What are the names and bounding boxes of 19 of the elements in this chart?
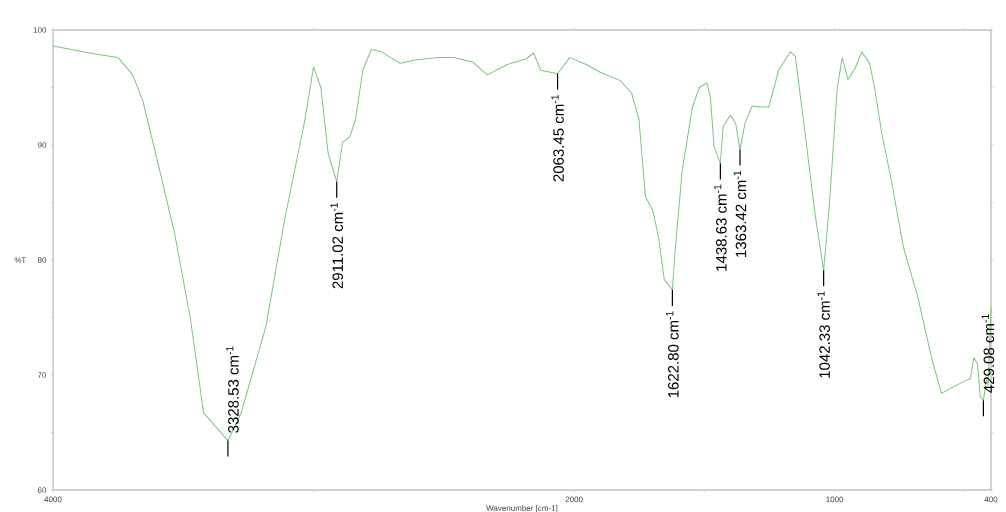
x-tick-label: 1000 xyxy=(826,496,844,503)
y-tick-label: 80 xyxy=(37,257,47,263)
x-tick-label: 400 xyxy=(984,496,998,503)
y-tick-label: 60 xyxy=(37,487,47,493)
annotation: 2063.45 cm$^{-1}$ xyxy=(551,94,564,182)
x-axis-title: Wavenumber [cm-1] xyxy=(486,505,558,512)
x-tick-label: 2000 xyxy=(565,496,583,503)
y-axis-title: %T xyxy=(14,257,27,263)
x-tick-label: 4000 xyxy=(44,496,62,503)
annotation: 1438.63 cm$^{-1}$ xyxy=(714,184,727,271)
annotation: 1042.33 cm$^{-1}$ xyxy=(817,291,830,378)
annotation: 1622.80 cm$^{-1}$ xyxy=(666,311,679,398)
annotation: 1363.42 cm$^{-1}$ xyxy=(733,170,747,257)
y-tick-label: 70 xyxy=(37,372,47,378)
annotation: 429.08 cm$^{-1}$ xyxy=(981,314,995,393)
y-tick-label: 100 xyxy=(33,27,47,33)
y-tick-label: 90 xyxy=(37,142,47,148)
annotation: 3328.53 cm$^{-1}$ xyxy=(226,346,239,433)
annotation: 2911.02 cm$^{-1}$ xyxy=(330,203,344,289)
